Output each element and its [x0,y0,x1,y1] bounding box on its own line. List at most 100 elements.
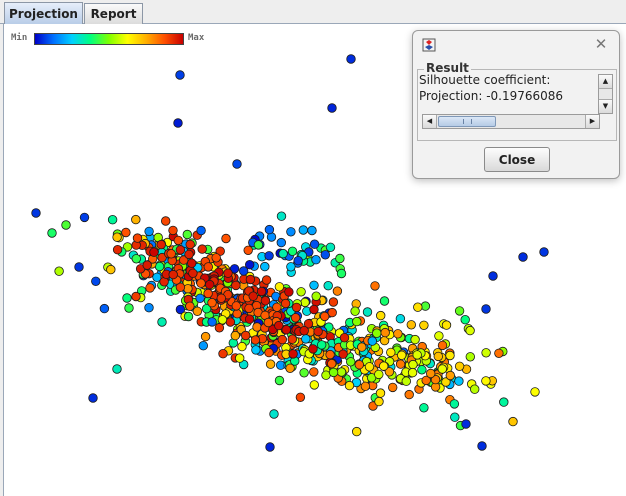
data-point [99,303,110,314]
data-point [204,279,215,290]
data-point [420,301,431,311]
data-point [274,320,284,331]
scroll-up-icon[interactable]: ▲ [599,75,612,89]
scroll-left-icon[interactable]: ◀ [423,115,437,128]
vertical-scrollbar[interactable]: ▲ ▼ [598,74,613,114]
data-point [196,225,206,236]
data-point [379,361,389,371]
horizontal-scrollbar[interactable]: ◀ ▶ [422,114,600,129]
data-point [264,251,274,261]
tab-projection[interactable]: Projection [4,2,83,24]
data-point [379,296,390,306]
data-point [203,288,213,299]
data-point [260,261,270,272]
data-point [360,381,371,392]
data-point [313,326,323,337]
data-point [185,301,195,312]
data-point [192,306,203,317]
data-point [274,375,285,386]
scatter-plot [31,54,549,452]
data-point [285,363,295,374]
data-point [296,287,306,297]
data-point [106,264,116,275]
close-button[interactable]: Close [484,147,550,172]
data-point [211,253,221,263]
data-point [354,360,365,370]
data-point [426,368,436,379]
data-point [144,303,154,313]
data-point [61,220,71,230]
data-point [450,412,460,422]
data-point [291,302,302,313]
data-point [300,297,310,308]
data-point [197,244,207,254]
data-point [173,118,183,128]
data-point [412,350,422,360]
data-point [218,349,228,359]
data-point [112,244,123,255]
data-point [413,302,423,312]
data-point [276,211,287,221]
color-scale-bar [34,33,184,45]
data-point [352,426,362,437]
data-point [445,370,456,381]
data-point [88,393,98,403]
data-point [277,334,288,345]
data-point [195,293,205,304]
data-point [142,260,152,270]
data-point [309,280,319,291]
result-line-1: Silhouette coefficient: [419,73,551,87]
data-point [225,317,236,327]
scroll-right-icon[interactable]: ▶ [585,115,599,128]
data-point [357,342,367,352]
data-point [149,247,159,257]
data-point [332,286,343,296]
data-point [250,335,261,345]
data-point [230,330,241,341]
close-button-label: Close [498,152,536,167]
data-point [244,259,255,270]
data-point [287,246,298,257]
data-point [325,242,336,253]
data-point [327,359,337,369]
data-point [131,214,141,225]
data-point [231,301,242,311]
data-point [286,227,296,237]
data-point [374,396,384,407]
data-point [269,409,279,419]
data-point [336,268,347,279]
data-point [307,225,317,236]
data-point [144,226,154,237]
data-point [406,320,417,330]
data-point [376,310,386,321]
scroll-thumb[interactable] [438,116,496,127]
data-point [508,416,518,427]
data-point [168,269,178,280]
data-point [344,380,355,391]
data-point [79,212,90,223]
data-point [74,262,84,272]
data-point [327,103,337,113]
scroll-down-icon[interactable]: ▼ [599,99,612,113]
data-point [374,369,384,380]
data-point [309,239,320,249]
data-point [393,329,403,339]
data-point [248,291,258,301]
data-point [131,254,142,264]
data-point [346,54,356,64]
close-icon[interactable]: ✕ [594,35,608,53]
tab-report[interactable]: Report [84,3,143,24]
data-point [293,255,303,266]
data-point [112,364,122,374]
data-point [265,359,276,369]
data-point [481,348,491,358]
data-point [261,275,272,285]
data-point [477,441,487,451]
data-point [325,349,335,360]
data-point [207,298,217,308]
data-point [54,266,64,276]
data-point [364,362,375,372]
data-point [276,237,287,248]
data-point [175,282,186,293]
data-point [339,333,350,343]
